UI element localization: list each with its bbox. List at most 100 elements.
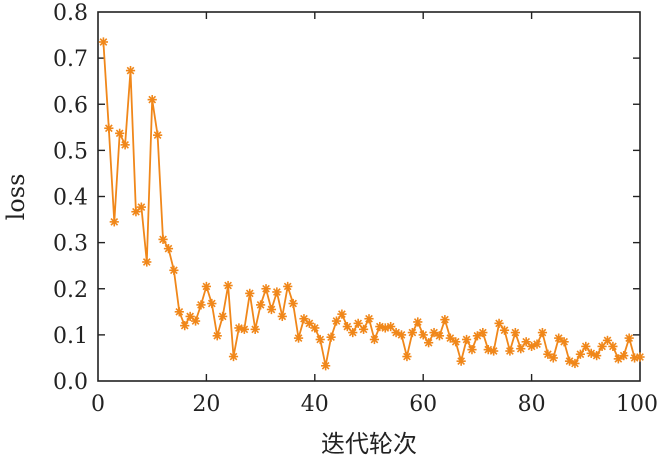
y-tick-label: 0.7	[53, 47, 88, 72]
x-axis-title: 迭代轮次	[321, 430, 417, 458]
data-point	[158, 234, 168, 244]
data-point	[364, 314, 374, 324]
data-point	[434, 331, 445, 341]
data-point	[380, 323, 390, 333]
data-point	[348, 327, 358, 338]
data-point	[624, 333, 634, 343]
data-point	[592, 351, 602, 361]
data-point	[510, 327, 520, 338]
data-point	[196, 300, 206, 310]
data-point	[548, 353, 558, 363]
data-point	[190, 316, 201, 326]
data-point	[575, 349, 585, 359]
data-point	[581, 341, 591, 352]
data-point	[407, 327, 417, 338]
data-point	[245, 288, 255, 298]
data-point	[375, 321, 385, 332]
data-point	[277, 311, 287, 322]
data-point	[516, 344, 526, 354]
data-point	[218, 311, 228, 322]
data-point	[174, 307, 184, 317]
data-point	[532, 339, 542, 349]
data-point	[125, 65, 136, 76]
data-point	[505, 346, 515, 356]
plot-frame	[97, 11, 641, 382]
data-point	[424, 338, 434, 348]
series-line	[102, 41, 641, 366]
data-point	[201, 281, 211, 292]
data-point	[554, 333, 564, 343]
data-point	[342, 321, 352, 332]
data-point	[256, 300, 266, 310]
plot-area-border	[97, 11, 641, 382]
data-point	[521, 337, 531, 347]
data-point	[413, 317, 423, 327]
data-point	[288, 298, 298, 309]
x-axis-ticks: 0 20 40 60 80 100	[91, 12, 658, 417]
data-point	[337, 309, 347, 319]
data-point	[396, 330, 407, 340]
data-point	[478, 327, 488, 338]
data-point	[104, 123, 114, 133]
y-tick-label: 0.5	[53, 139, 88, 164]
data-point	[304, 318, 314, 328]
data-point	[136, 202, 146, 212]
data-point	[358, 324, 369, 334]
data-point	[207, 298, 217, 309]
data-point	[169, 265, 179, 275]
data-point	[234, 323, 244, 333]
data-point	[326, 332, 336, 342]
data-point	[608, 341, 618, 352]
data-point	[115, 128, 125, 138]
data-point	[456, 356, 466, 366]
x-tick-label: 60	[409, 392, 437, 417]
data-point	[461, 334, 472, 345]
data-point	[597, 341, 607, 352]
x-tick-label: 100	[616, 392, 658, 417]
x-tick-label: 80	[518, 392, 546, 417]
data-point	[602, 335, 613, 346]
y-tick-label: 0.6	[53, 93, 88, 118]
data-point	[142, 257, 152, 267]
data-point	[310, 323, 320, 333]
data-point	[321, 361, 331, 371]
data-point	[293, 333, 304, 343]
x-tick-label: 20	[192, 392, 220, 417]
data-point	[147, 95, 157, 105]
data-point	[283, 281, 293, 292]
data-point	[499, 325, 510, 335]
y-tick-label: 0.8	[53, 1, 88, 26]
data-point	[266, 304, 277, 315]
data-point	[250, 324, 260, 334]
data-point	[239, 324, 249, 334]
data-point	[559, 337, 569, 347]
x-tick-label: 0	[91, 392, 105, 417]
data-point	[445, 333, 455, 343]
data-point	[223, 280, 233, 291]
data-point	[228, 351, 239, 362]
y-tick-label: 0.2	[53, 278, 88, 303]
data-point	[98, 37, 109, 47]
data-point	[261, 284, 271, 294]
data-point	[353, 318, 363, 328]
data-point	[131, 207, 141, 217]
data-point	[472, 331, 482, 341]
y-tick-label: 0.4	[53, 186, 88, 211]
data-point	[402, 351, 412, 362]
data-point	[489, 346, 499, 356]
data-point	[369, 334, 380, 345]
data-point	[386, 321, 396, 332]
y-axis-title: loss	[2, 174, 30, 221]
x-tick-label: 40	[301, 392, 329, 417]
data-point	[467, 345, 477, 355]
data-point	[440, 315, 450, 325]
data-point	[120, 140, 130, 150]
data-point	[418, 330, 428, 340]
data-point	[315, 334, 325, 345]
data-point	[163, 244, 174, 254]
data-point	[619, 351, 629, 361]
data-point	[272, 287, 282, 297]
data-point	[570, 358, 580, 369]
data-point	[451, 337, 461, 347]
